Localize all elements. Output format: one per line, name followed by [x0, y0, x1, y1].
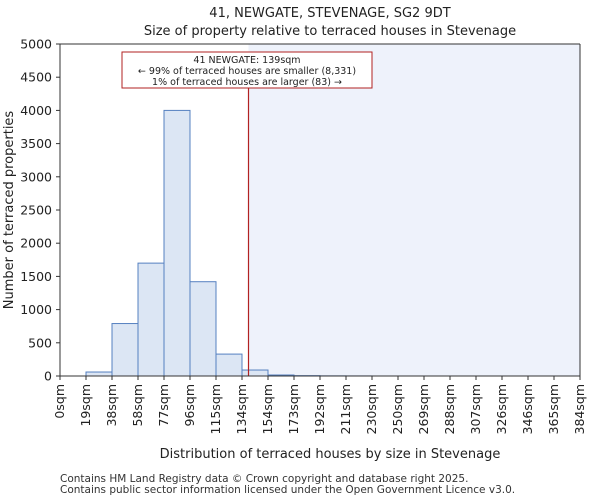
annotation-box [121, 51, 373, 89]
x-axis-label: Distribution of terraced houses by size … [160, 447, 501, 462]
x-tick-label-307sqm: 307sqm [468, 384, 483, 434]
bar-134sqm [241, 369, 269, 377]
y-tick-label-5000: 5000 [20, 37, 52, 52]
x-tick-label-58sqm: 58sqm [130, 384, 145, 427]
x-tick-label-38sqm: 38sqm [104, 384, 119, 427]
x-tick-label-192sqm: 192sqm [312, 384, 327, 434]
x-tick-label-19sqm: 19sqm [78, 384, 93, 427]
chart-title: 41, NEWGATE, STEVENAGE, SG2 9DT [209, 6, 450, 21]
y-tick-label-500: 500 [28, 335, 52, 350]
x-tick-label-154sqm: 154sqm [260, 384, 275, 434]
x-tick-label-269sqm: 269sqm [416, 384, 431, 434]
y-tick-label-3000: 3000 [20, 169, 52, 184]
y-tick-label-2000: 2000 [20, 236, 52, 251]
footer-copyright: Contains HM Land Registry data © Crown c… [60, 473, 469, 485]
x-tick-label-384sqm: 384sqm [572, 384, 587, 434]
x-tick-label-77sqm: 77sqm [156, 384, 171, 427]
bar-58sqm [137, 262, 165, 377]
x-tick-label-211sqm: 211sqm [338, 384, 353, 434]
x-tick-label-230sqm: 230sqm [364, 384, 379, 434]
annotation-line-3: 1% of terraced houses are larger (83) → [152, 77, 342, 88]
larger-region-highlight [248, 44, 580, 376]
y-tick-label-3500: 3500 [20, 136, 52, 151]
y-axis-label: Number of terraced properties [2, 111, 17, 310]
y-axis-ticks: 0 500 1000 1500 2000 2500 3000 3500 4000 4500 5000 [20, 37, 60, 384]
bar-77sqm [163, 109, 191, 377]
x-axis-ticks: 0sqm 19sqm 38sqm 58sqm 77sqm 96sqm 115sqm 134sq… [52, 376, 587, 434]
bars-group [85, 109, 373, 377]
x-tick-label-96sqm: 96sqm [182, 384, 197, 427]
annotation-line-2: ← 99% of terraced houses are smaller (8,… [138, 66, 356, 77]
bar-38sqm [111, 323, 139, 377]
x-tick-label-326sqm: 326sqm [494, 384, 509, 434]
x-tick-label-173sqm: 173sqm [286, 384, 301, 434]
y-tick-label-2500: 2500 [20, 203, 52, 218]
x-tick-label-346sqm: 346sqm [520, 384, 535, 434]
bar-115sqm [215, 353, 243, 377]
y-tick-label-4000: 4000 [20, 103, 52, 118]
y-tick-label-0: 0 [44, 369, 52, 384]
footer-licence: Contains public sector information licen… [60, 484, 516, 496]
x-tick-label-288sqm: 288sqm [442, 384, 457, 434]
bar-19sqm [85, 371, 113, 377]
bar-96sqm [189, 281, 217, 377]
x-tick-label-0sqm: 0sqm [52, 384, 67, 419]
x-tick-label-115sqm: 115sqm [208, 384, 223, 434]
annotation-line-1: 41 NEWGATE: 139sqm [193, 55, 300, 66]
y-tick-label-4500: 4500 [20, 70, 52, 85]
x-tick-label-134sqm: 134sqm [234, 384, 249, 434]
x-tick-label-365sqm: 365sqm [546, 384, 561, 434]
chart-subtitle: Size of property relative to terraced ho… [144, 24, 516, 39]
y-tick-label-1500: 1500 [20, 269, 52, 284]
x-tick-label-250sqm: 250sqm [390, 384, 405, 434]
y-tick-label-1000: 1000 [20, 302, 52, 317]
